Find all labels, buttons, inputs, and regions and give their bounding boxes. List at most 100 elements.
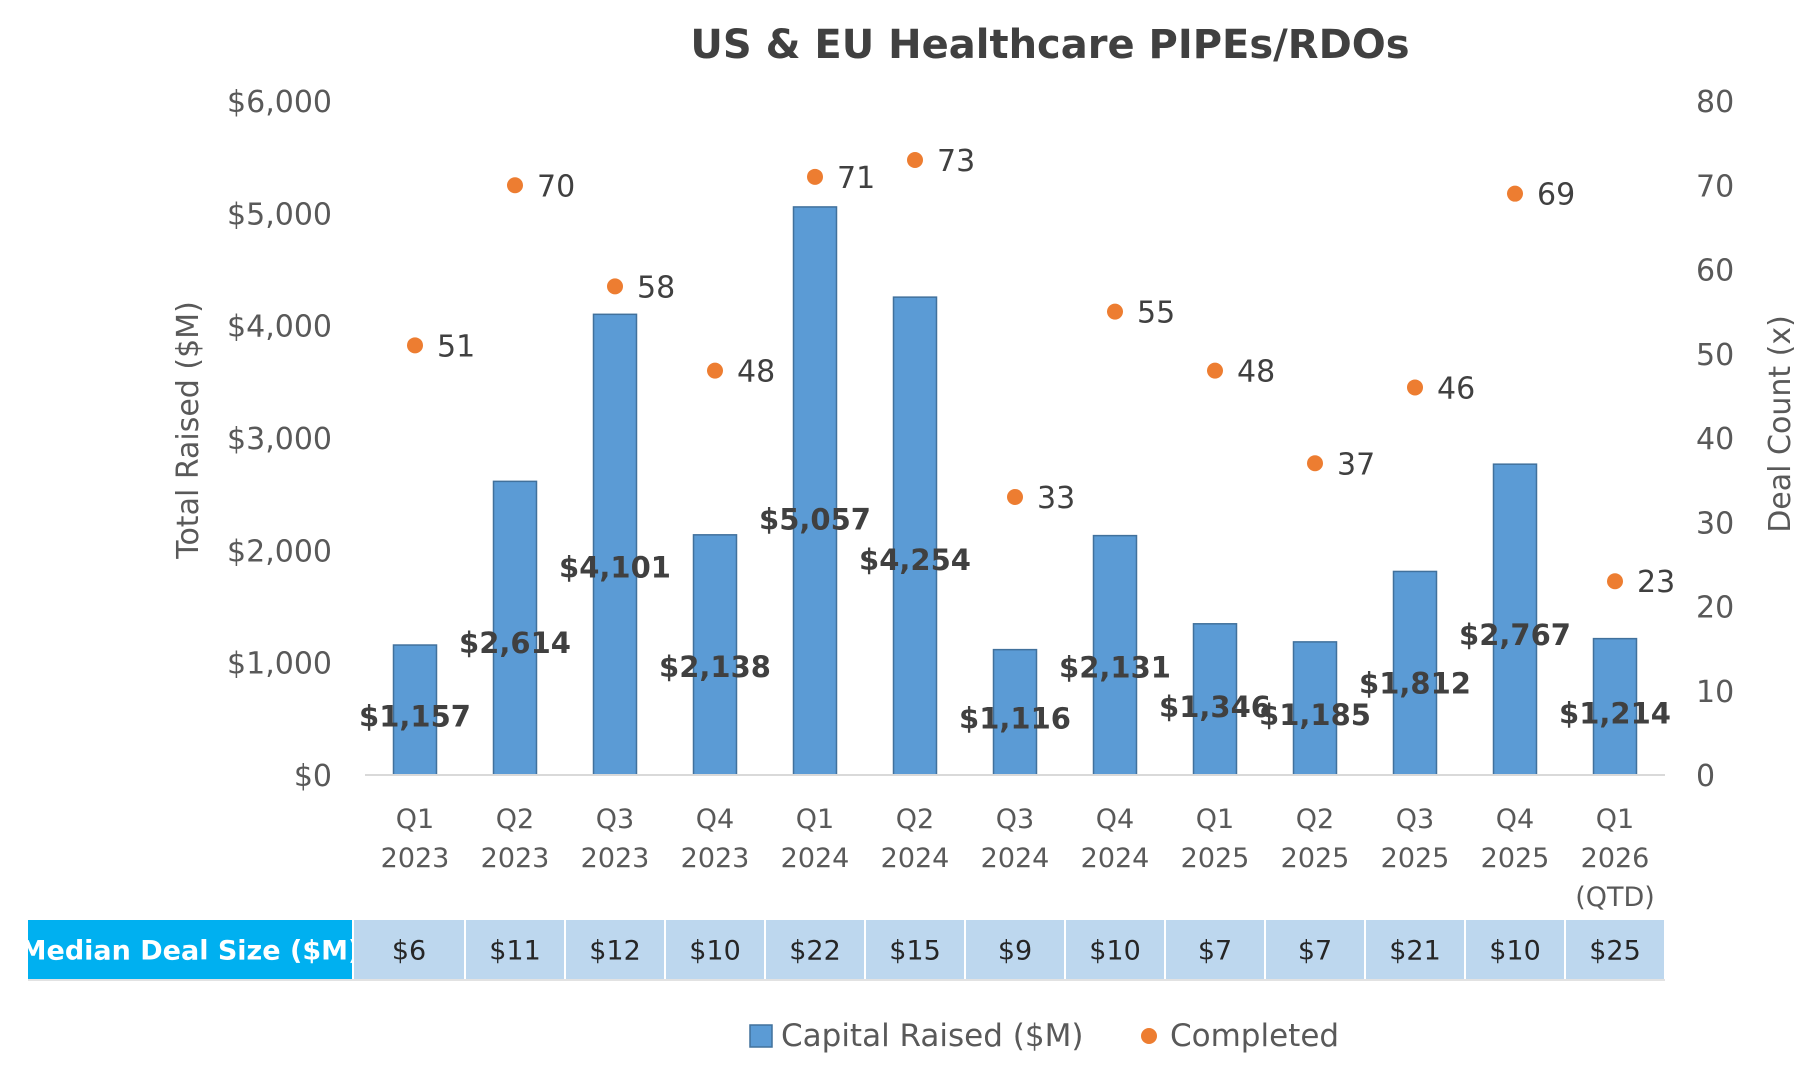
point xyxy=(1007,488,1023,505)
y2-tick-label: 20 xyxy=(1696,591,1734,626)
y-tick-label: $6,000 xyxy=(227,85,332,120)
x-tick-label: 2024 xyxy=(781,843,850,874)
x-tick-label: 2024 xyxy=(1081,843,1150,874)
point xyxy=(507,177,523,194)
bar-label: $5,057 xyxy=(759,502,871,536)
y2-tick-label: 40 xyxy=(1696,422,1734,457)
point xyxy=(807,168,823,185)
legend-swatch-point xyxy=(1141,1028,1157,1044)
chart-title: US & EU Healthcare PIPEs/RDOs xyxy=(690,22,1409,68)
x-tick-label: Q4 xyxy=(1096,804,1134,835)
scatter-data-labels: 51 70 58 48 71 73 33 55 48 37 46 69 23 xyxy=(437,144,1675,600)
y2-tick-label: 10 xyxy=(1696,675,1734,710)
table-cell xyxy=(866,920,964,979)
bar-label: $1,812 xyxy=(1359,666,1471,700)
y2-tick-label: 60 xyxy=(1696,254,1734,289)
point xyxy=(1207,362,1223,379)
median-deal-size-table: Median Deal Size ($M) $6 $11 $12 $10 $22 $15 $9… xyxy=(20,920,1665,981)
table-cell-value: $22 xyxy=(789,936,841,967)
bar-label: $4,101 xyxy=(559,551,671,585)
table-cell xyxy=(966,920,1064,979)
bar-label: $2,767 xyxy=(1459,618,1571,652)
bar-data-labels: $1,157 $2,614 $4,101 $2,138 $5,057 $4,254 $1,1… xyxy=(359,502,1671,735)
x-tick-label: Q4 xyxy=(1496,804,1534,835)
x-tick-label: 2025 xyxy=(1181,843,1250,874)
x-tick-label: 2023 xyxy=(481,843,550,874)
point-label: 70 xyxy=(537,169,575,204)
point xyxy=(1107,303,1123,320)
y2-axis-ticks: 0 10 20 30 40 50 60 70 80 xyxy=(1696,85,1734,794)
bar xyxy=(1392,570,1438,776)
y-tick-label: $5,000 xyxy=(227,197,332,232)
table-cell xyxy=(354,920,464,979)
table-cell-value: $21 xyxy=(1389,936,1441,967)
bar-label: $1,185 xyxy=(1259,698,1371,732)
point-label: 73 xyxy=(937,144,975,179)
point-label: 33 xyxy=(1037,481,1075,516)
point-label: 71 xyxy=(837,161,875,196)
x-axis-ticks: Q1 2023 Q2 2023 Q3 2023 Q4 2023 Q1 2024 Q2 2024 Q3 20… xyxy=(381,804,1655,913)
bar xyxy=(1292,641,1338,776)
point-label: 58 xyxy=(637,270,675,305)
x-tick-label: Q1 xyxy=(396,804,434,835)
table-cell xyxy=(1566,920,1664,979)
point-label: 69 xyxy=(1537,178,1575,213)
legend: Capital Raised ($M) Completed xyxy=(749,1018,1339,1054)
point xyxy=(1507,185,1523,202)
point-label: 48 xyxy=(1237,355,1275,390)
x-tick-label: 2025 xyxy=(1281,843,1350,874)
bar-series xyxy=(392,206,1638,776)
point xyxy=(907,151,923,168)
x-tick-label: Q1 xyxy=(1196,804,1234,835)
y-tick-label: $0 xyxy=(294,759,332,794)
point xyxy=(1607,573,1623,590)
y-tick-label: $2,000 xyxy=(227,534,332,569)
point xyxy=(407,337,423,354)
table-cell xyxy=(666,920,764,979)
x-tick-label: (QTD) xyxy=(1575,882,1655,913)
x-tick-label: 2025 xyxy=(1381,843,1450,874)
table-header: Median Deal Size ($M) xyxy=(20,936,361,967)
x-tick-label: 2023 xyxy=(581,843,650,874)
table-cell-value: $10 xyxy=(1489,936,1541,967)
table-cell xyxy=(466,920,564,979)
x-tick-label: 2023 xyxy=(681,843,750,874)
legend-label-bar: Capital Raised ($M) xyxy=(781,1018,1083,1054)
bar xyxy=(1492,463,1538,776)
x-tick-label: Q3 xyxy=(1396,804,1434,835)
bar-label: $1,346 xyxy=(1159,690,1271,724)
x-tick-label: Q2 xyxy=(896,804,934,835)
table-cell xyxy=(766,920,864,979)
x-tick-label: Q4 xyxy=(696,804,734,835)
x-tick-label: Q1 xyxy=(1596,804,1634,835)
x-tick-label: Q2 xyxy=(1296,804,1334,835)
table-cell-value: $9 xyxy=(998,936,1032,967)
table-cell-value: $15 xyxy=(889,936,941,967)
x-tick-label: Q3 xyxy=(996,804,1034,835)
point-label: 23 xyxy=(1637,565,1675,600)
point-label: 37 xyxy=(1337,447,1375,482)
bar-label: $1,157 xyxy=(359,700,471,734)
point-label: 51 xyxy=(437,329,475,364)
x-tick-label: 2024 xyxy=(881,843,950,874)
point xyxy=(607,278,623,295)
bar-label: $1,214 xyxy=(1559,697,1671,731)
table-cell xyxy=(1166,920,1264,979)
table-cell-value: $11 xyxy=(489,936,541,967)
bar xyxy=(892,296,938,776)
table-cell-value: $25 xyxy=(1589,936,1641,967)
bar-label: $2,138 xyxy=(659,650,771,684)
y2-tick-label: 50 xyxy=(1696,338,1734,373)
y-tick-label: $1,000 xyxy=(227,647,332,682)
y-axis-ticks: $0 $1,000 $2,000 $3,000 $4,000 $5,000 $6,000 xyxy=(227,85,332,794)
x-tick-label: 2026 xyxy=(1581,843,1650,874)
bar-label: $4,254 xyxy=(859,543,971,577)
bar-label: $1,116 xyxy=(959,702,1071,736)
x-tick-label: 2023 xyxy=(381,843,450,874)
y2-tick-label: 30 xyxy=(1696,506,1734,541)
bar-label: $2,614 xyxy=(459,626,571,660)
table-cell-value: $12 xyxy=(589,936,641,967)
y-axis-label: Total Raised ($M) xyxy=(171,301,206,560)
scatter-series xyxy=(407,151,1623,590)
